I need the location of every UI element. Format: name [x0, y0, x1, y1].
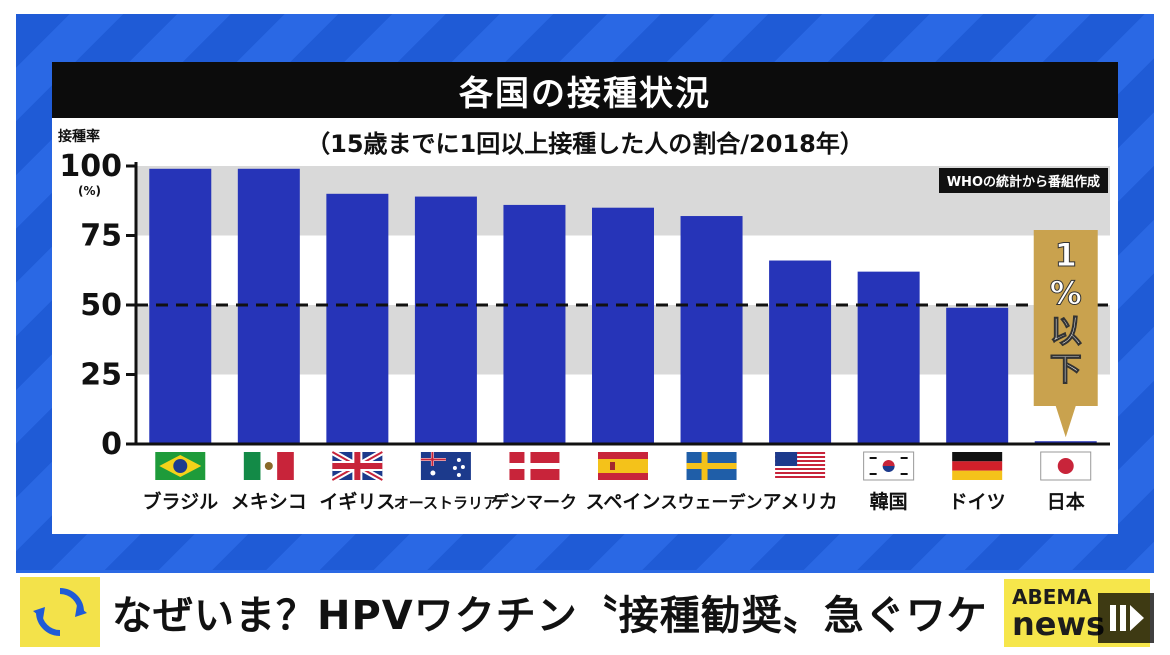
x-tick-label: 日本 [1047, 490, 1085, 513]
flag-spain-icon [598, 452, 648, 480]
y-axis-unit: (%) [78, 184, 101, 198]
chart-title: 各国の接種状況 [52, 62, 1118, 118]
x-tick-label: スウェーデン [661, 492, 763, 513]
x-tick-label: 韓国 [870, 490, 908, 513]
x-tick-label: デンマーク [492, 492, 577, 513]
play-pause-icon[interactable] [1098, 593, 1154, 643]
bar [237, 168, 300, 444]
flag-mexico-icon [243, 452, 294, 480]
ticker-headline: なぜいま？HPVワクチン〝接種勧奨〟急ぐワケ [112, 593, 988, 639]
flag-denmark-icon [509, 452, 560, 480]
chart-subtitle: （15歳までに1回以上接種した人の割合/2018年） [306, 130, 864, 158]
flag-germany-icon [952, 452, 1003, 480]
x-tick-label: スペイン [586, 491, 661, 513]
bar [680, 216, 743, 444]
annotation-callout [1033, 230, 1098, 438]
x-tick-label: ブラジル [142, 490, 218, 513]
flag-uk-icon [330, 449, 384, 483]
refresh-icon [20, 577, 100, 647]
annotation-text: % [1050, 274, 1082, 312]
flag-usa-icon [775, 452, 826, 480]
news-ticker: なぜいま？HPVワクチン〝接種勧奨〟急ぐワケ ABEMA news [16, 570, 1154, 648]
y-axis-label: 接種率 [58, 129, 100, 145]
bar [414, 196, 477, 444]
source-note: WHOの統計から番組作成 [938, 168, 1108, 193]
x-tick-label: イギリス [319, 491, 395, 513]
bar [857, 271, 920, 444]
annotation-text: 1 [1055, 236, 1077, 274]
bar [503, 204, 566, 444]
flag-australia-icon [420, 452, 471, 480]
bar [326, 193, 389, 444]
broadcast-frame: 0 25 50 75 100 1% 以下ブラジル メキシコ イギリス オーストラリア デンマーク スペ… [16, 14, 1154, 648]
x-tick-label: オーストラリア [394, 494, 498, 512]
chart-panel: 0 25 50 75 100 1% 以下ブラジル メキシコ イギリス オーストラリア デンマーク スペ… [52, 62, 1118, 534]
x-tick-label: メキシコ [231, 491, 307, 513]
logo-top-text: ABEMA [1012, 585, 1092, 609]
y-tick-label: 25 [80, 358, 122, 393]
y-tick-label: 0 [101, 427, 122, 462]
y-tick-label: 100 [59, 149, 122, 184]
flag-korea-icon [863, 451, 915, 481]
bar [769, 260, 832, 444]
flag-sweden-icon [686, 452, 737, 480]
logo-bottom-text: news [1012, 605, 1106, 643]
flag-japan-icon [1040, 451, 1092, 481]
x-tick-label: アメリカ [763, 491, 838, 513]
annotation-text: 以 [1050, 312, 1082, 350]
flag-brazil-icon [155, 452, 206, 480]
bar [592, 207, 654, 444]
y-tick-label: 50 [80, 288, 122, 323]
y-tick-label: 75 [80, 219, 122, 254]
x-tick-label: ドイツ [949, 491, 1006, 513]
bar [946, 307, 1009, 444]
annotation-text: 下 [1050, 350, 1082, 388]
